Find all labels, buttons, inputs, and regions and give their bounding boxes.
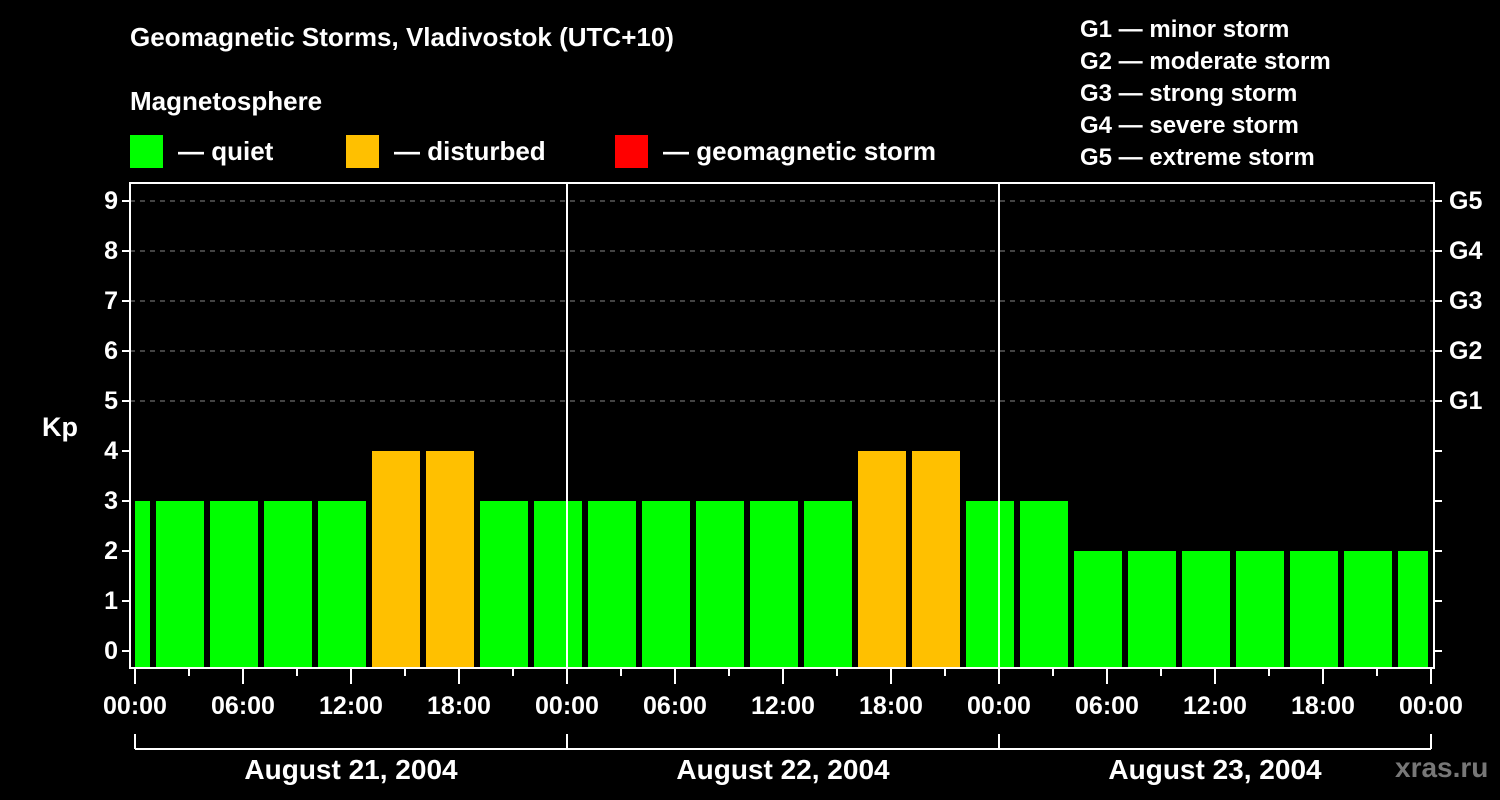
- legend-disturbed-label: — disturbed: [394, 135, 546, 166]
- y-tick-label: 8: [104, 237, 118, 265]
- x-tick-label: 18:00: [859, 692, 923, 720]
- day-label: August 22, 2004: [676, 754, 890, 785]
- legend-quiet-label: — quiet: [178, 135, 274, 166]
- x-tick-label: 06:00: [211, 692, 275, 720]
- y-tick-label: 9: [104, 187, 118, 215]
- legend-disturbed: — disturbed: [346, 134, 546, 168]
- g-tick-label: G1: [1449, 387, 1483, 415]
- x-tick-label: 18:00: [1291, 692, 1355, 720]
- legend-storm: — geomagnetic storm: [615, 134, 936, 168]
- day-label: August 21, 2004: [244, 754, 458, 785]
- x-tick-label: 06:00: [1075, 692, 1139, 720]
- storm-scale-g5: G5 — extreme storm: [1080, 144, 1315, 171]
- y-tick-label: 4: [104, 437, 118, 465]
- kp-bar: [264, 501, 312, 668]
- kp-bar: [1128, 551, 1176, 668]
- x-tick-label: 18:00: [427, 692, 491, 720]
- storm-scale-g3: G3 — strong storm: [1080, 80, 1298, 107]
- x-tick-label: 12:00: [751, 692, 815, 720]
- x-tick-label: 00:00: [967, 692, 1031, 720]
- storm-swatch-icon: [615, 134, 648, 168]
- quiet-swatch-icon: [130, 134, 163, 168]
- disturbed-swatch-icon: [346, 134, 379, 168]
- kp-bar: [372, 451, 420, 668]
- kp-bar: [426, 451, 474, 668]
- y-tick-label: 1: [104, 587, 118, 615]
- kp-bar: [804, 501, 852, 668]
- day-label: August 23, 2004: [1108, 754, 1322, 785]
- kp-bar: [966, 501, 1014, 668]
- kp-bar: [858, 451, 906, 668]
- kp-bar: [156, 501, 204, 668]
- kp-bar: [534, 501, 582, 668]
- storm-scale-g2: G2 — moderate storm: [1080, 48, 1331, 75]
- x-tick-label: 06:00: [643, 692, 707, 720]
- plot-frame: [122, 182, 1442, 750]
- kp-bar: [642, 501, 690, 668]
- kp-bar: [210, 501, 258, 668]
- y-tick-label: 3: [104, 487, 118, 515]
- watermark: xras.ru: [1395, 752, 1489, 783]
- y-tick-label: 2: [104, 537, 118, 565]
- kp-bar: [480, 501, 528, 668]
- chart-title: Geomagnetic Storms, Vladivostok (UTC+10): [130, 22, 674, 52]
- kp-bar: [588, 501, 636, 668]
- legend-storm-label: — geomagnetic storm: [663, 135, 937, 166]
- y-tick-label: 0: [104, 637, 118, 665]
- kp-bar: [135, 501, 150, 668]
- kp-bar: [1344, 551, 1392, 668]
- kp-bar: [1182, 551, 1230, 668]
- y-tick-label: 7: [104, 287, 118, 315]
- y-tick-label: 5: [104, 387, 118, 415]
- x-tick-label: 00:00: [103, 692, 167, 720]
- storm-scale-g1: G1 — minor storm: [1080, 16, 1290, 43]
- x-tick-label: 00:00: [1399, 692, 1463, 720]
- storm-scale-list: G1 — minor storm G2 — moderate storm G3 …: [1080, 14, 1331, 174]
- g-tick-label: G4: [1449, 237, 1483, 265]
- kp-bar: [1020, 501, 1068, 668]
- kp-bar: [912, 451, 960, 668]
- legend-quiet: — quiet: [130, 134, 273, 168]
- kp-bar: [1236, 551, 1284, 668]
- g-tick-label: G2: [1449, 337, 1483, 365]
- x-tick-label: 12:00: [319, 692, 383, 720]
- kp-bar: [1074, 551, 1122, 668]
- g-tick-label: G5: [1449, 187, 1483, 215]
- g-tick-label: G3: [1449, 287, 1483, 315]
- kp-bars: [135, 451, 1428, 668]
- chart-subtitle: Magnetosphere: [130, 86, 323, 116]
- y-axis-label: Kp: [42, 412, 78, 442]
- kp-bar: [696, 501, 744, 668]
- gridlines: [130, 200, 1434, 402]
- kp-bar: [1290, 551, 1338, 668]
- kp-bar: [318, 501, 366, 668]
- y-tick-label: 6: [104, 337, 118, 365]
- x-tick-label: 00:00: [535, 692, 599, 720]
- kp-bar: [750, 501, 798, 668]
- kp-bar: [1398, 551, 1428, 668]
- storm-scale-g4: G4 — severe storm: [1080, 112, 1299, 139]
- x-tick-label: 12:00: [1183, 692, 1247, 720]
